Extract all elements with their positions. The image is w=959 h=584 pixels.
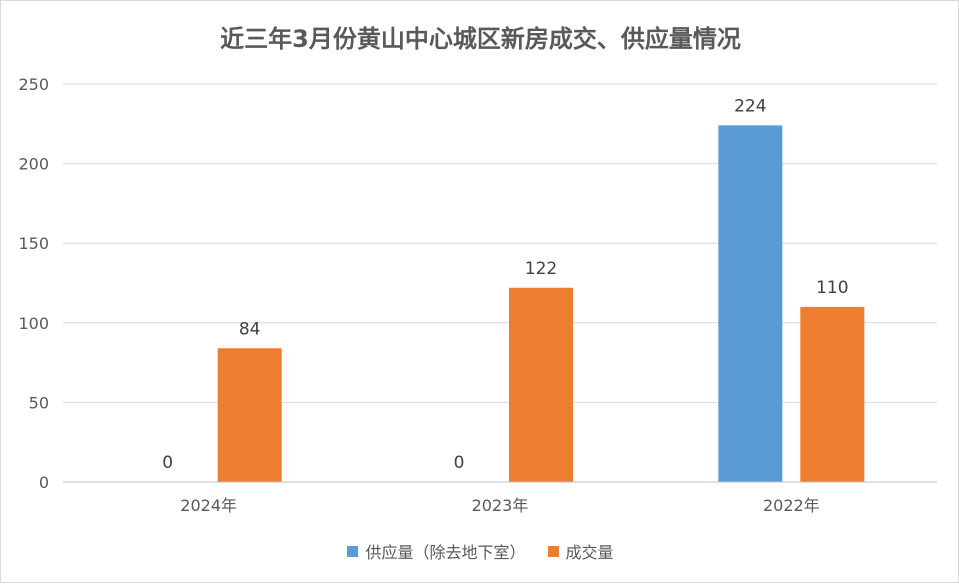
y-tick-label: 250 bbox=[18, 75, 49, 94]
legend-label-deals: 成交量 bbox=[565, 543, 614, 562]
y-tick-label: 200 bbox=[18, 155, 49, 174]
data-label-deals: 122 bbox=[525, 259, 557, 279]
data-label-supply: 224 bbox=[734, 96, 766, 116]
data-label-supply: 0 bbox=[454, 453, 465, 473]
bar-deals bbox=[800, 306, 865, 482]
legend-item-supply: 供应量（除去地下室） bbox=[347, 539, 526, 563]
chart-title: 近三年3月份黄山中心城区新房成交、供应量情况 bbox=[220, 25, 741, 53]
y-tick-label: 100 bbox=[18, 314, 49, 333]
y-tick-label: 150 bbox=[18, 234, 49, 253]
data-label-deals: 110 bbox=[816, 278, 848, 298]
y-tick-label: 0 bbox=[39, 473, 49, 492]
legend-swatch-supply bbox=[347, 545, 359, 557]
x-category-label: 2022年 bbox=[763, 496, 820, 515]
bar-deals bbox=[509, 287, 573, 482]
data-label-deals: 84 bbox=[239, 319, 261, 339]
y-tick-label: 50 bbox=[29, 393, 49, 412]
legend-item-deals: 成交量 bbox=[547, 539, 614, 563]
data-label-supply: 0 bbox=[162, 453, 173, 473]
x-category-label: 2023年 bbox=[472, 496, 529, 515]
legend-swatch-deals bbox=[547, 545, 559, 557]
bar-deals bbox=[217, 348, 282, 482]
x-category-label: 2024年 bbox=[180, 496, 237, 515]
chart-legend: 供应量（除去地下室） 成交量 bbox=[1, 539, 959, 563]
bar-supply bbox=[718, 125, 783, 482]
legend-label-supply: 供应量（除去地下室） bbox=[365, 543, 526, 562]
